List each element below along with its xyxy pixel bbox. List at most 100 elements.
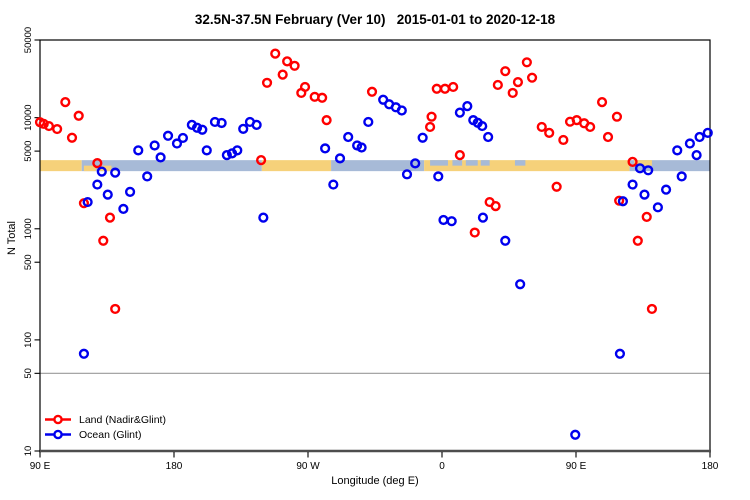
data-point-land bbox=[431, 83, 442, 94]
data-point-ocean bbox=[155, 152, 166, 163]
data-point-ocean bbox=[92, 179, 103, 190]
data-point-land bbox=[536, 121, 547, 133]
data-point-land bbox=[426, 111, 437, 122]
legend: Land (Nadir&Glint) Ocean (Glint) bbox=[44, 412, 166, 442]
data-point-land bbox=[424, 121, 436, 133]
data-point-land bbox=[490, 200, 501, 212]
data-point-ocean bbox=[201, 145, 212, 156]
data-point-ocean bbox=[320, 143, 331, 154]
y-tick-label: 1000 bbox=[23, 218, 34, 239]
map-band-water bbox=[465, 160, 478, 166]
data-point-ocean bbox=[177, 132, 189, 144]
data-point-land bbox=[317, 92, 328, 103]
data-point-ocean bbox=[483, 131, 494, 143]
data-point-ocean bbox=[417, 132, 428, 143]
x-tick-label: 90 E bbox=[30, 461, 51, 472]
data-point-land bbox=[261, 77, 273, 88]
map-band-ocean bbox=[81, 160, 262, 172]
x-tick-label: 0 bbox=[439, 461, 445, 472]
data-point-ocean bbox=[334, 153, 346, 164]
data-point-ocean bbox=[570, 429, 581, 440]
data-point-land bbox=[507, 87, 518, 99]
x-tick-label: 90 W bbox=[296, 461, 320, 472]
data-point-ocean bbox=[82, 196, 93, 208]
data-point-ocean bbox=[328, 179, 339, 190]
data-point-land bbox=[596, 97, 608, 108]
data-point-ocean bbox=[691, 150, 702, 161]
y-tick-label: 50 bbox=[23, 368, 34, 379]
map-band-land bbox=[40, 160, 82, 172]
plot-border bbox=[39, 39, 711, 452]
data-point-land bbox=[585, 121, 596, 133]
data-point-land bbox=[289, 60, 300, 71]
data-point-land bbox=[256, 155, 267, 166]
data-point-ocean bbox=[652, 202, 663, 213]
data-point-ocean bbox=[149, 140, 160, 151]
data-point-ocean bbox=[401, 169, 413, 180]
data-point-ocean bbox=[356, 142, 367, 153]
data-point-ocean bbox=[446, 216, 457, 227]
data-point-land bbox=[52, 123, 63, 135]
map-band-island bbox=[634, 160, 652, 166]
data-point-land bbox=[544, 127, 555, 138]
x-tick-label: 90 E bbox=[566, 461, 587, 472]
data-point-land bbox=[104, 212, 116, 223]
y-tick-label: 50000 bbox=[23, 27, 34, 53]
data-point-land bbox=[270, 48, 281, 59]
data-point-ocean bbox=[96, 166, 107, 177]
data-point-ocean bbox=[684, 138, 696, 149]
data-point-ocean bbox=[251, 119, 262, 130]
legend-item-ocean: Ocean (Glint) bbox=[44, 427, 166, 442]
data-point-ocean bbox=[477, 212, 489, 223]
data-point-land bbox=[296, 87, 307, 99]
data-point-ocean bbox=[477, 120, 488, 132]
x-tick-label: 180 bbox=[702, 461, 719, 472]
data-point-land bbox=[526, 72, 538, 83]
data-point-ocean bbox=[676, 171, 687, 182]
data-point-ocean bbox=[258, 212, 269, 223]
y-tick-label: 10 bbox=[23, 446, 34, 457]
data-point-ocean bbox=[102, 189, 113, 200]
data-point-ocean bbox=[694, 131, 705, 143]
data-point-ocean bbox=[396, 105, 407, 116]
data-point-ocean bbox=[702, 127, 713, 138]
data-point-ocean bbox=[614, 348, 626, 359]
data-point-ocean bbox=[500, 235, 511, 246]
data-point-ocean bbox=[238, 123, 249, 134]
data-point-ocean bbox=[197, 124, 208, 135]
data-point-ocean bbox=[627, 179, 638, 190]
data-point-ocean bbox=[343, 131, 354, 143]
data-point-ocean bbox=[454, 107, 465, 118]
data-point-land bbox=[627, 156, 638, 167]
data-point-land bbox=[500, 66, 511, 77]
data-point-ocean bbox=[124, 186, 136, 197]
y-tick-label: 10000 bbox=[23, 104, 34, 130]
data-point-land bbox=[469, 227, 480, 238]
data-point-ocean bbox=[462, 101, 473, 112]
data-point-land bbox=[38, 118, 49, 129]
chart-title: 32.5N-37.5N February (Ver 10) 2015-01-01… bbox=[194, 12, 556, 27]
data-point-ocean bbox=[363, 116, 374, 128]
data-point-ocean bbox=[617, 196, 629, 207]
data-point-ocean bbox=[438, 214, 449, 226]
data-point-land bbox=[512, 76, 524, 88]
data-point-ocean bbox=[639, 189, 650, 200]
map-band-ocean bbox=[629, 160, 710, 172]
map-band-island bbox=[83, 165, 96, 172]
data-point-land bbox=[448, 81, 459, 93]
map-band-land bbox=[424, 160, 630, 172]
data-point-land bbox=[110, 303, 121, 315]
data-point-ocean bbox=[216, 117, 227, 129]
data-point-land bbox=[646, 303, 658, 315]
data-point-ocean bbox=[660, 184, 672, 195]
data-point-ocean bbox=[110, 167, 121, 178]
data-point-ocean bbox=[672, 145, 683, 156]
y-tick-label: 500 bbox=[23, 254, 34, 270]
data-point-land bbox=[558, 134, 569, 146]
data-point-ocean bbox=[221, 150, 232, 161]
data-point-land bbox=[439, 83, 451, 94]
x-axis-label: Longitude (deg E) bbox=[331, 475, 419, 487]
data-point-ocean bbox=[133, 145, 144, 156]
data-point-ocean bbox=[433, 171, 444, 182]
